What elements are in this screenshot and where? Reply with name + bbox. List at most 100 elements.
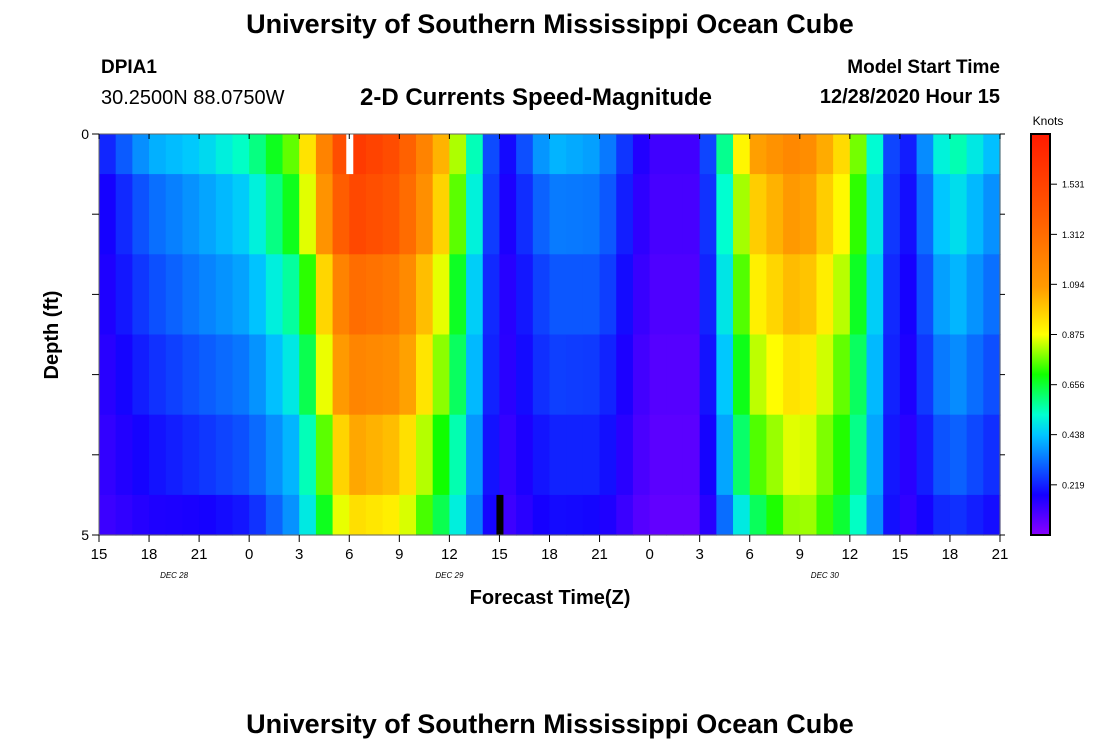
heatmap-cell xyxy=(265,334,284,416)
heatmap-cell xyxy=(149,254,167,336)
heatmap-cell xyxy=(349,494,367,536)
heatmap-cell xyxy=(149,414,167,496)
x-tick-label: 3 xyxy=(695,546,703,563)
heatmap-cell xyxy=(416,174,434,255)
heatmap-cell xyxy=(149,174,167,255)
heatmap-cell xyxy=(916,494,934,536)
colorbar-tick-label: 0.875 xyxy=(1062,330,1085,340)
colorbar: Knots 0.219 0.438 0.656 0.875 1.094 1.312 1.53… xyxy=(1030,114,1085,536)
heatmap-cell xyxy=(165,254,184,336)
heatmap-cell xyxy=(949,254,968,336)
heatmap-cell xyxy=(582,134,601,175)
heatmap-cell xyxy=(866,334,884,416)
heatmap-cell xyxy=(199,494,217,536)
heatmap-cell xyxy=(315,494,334,536)
heatmap-cell xyxy=(549,134,567,175)
x-tick-label: 6 xyxy=(746,546,754,563)
heatmap-cell xyxy=(399,134,417,175)
heatmap-cell xyxy=(582,174,601,255)
heatmap-cell xyxy=(299,414,317,496)
x-tick-label: 6 xyxy=(345,546,353,563)
heatmap-cell xyxy=(232,414,250,496)
heatmap-cell xyxy=(132,494,150,536)
heatmap-cell xyxy=(332,334,350,416)
heatmap-cell xyxy=(699,174,717,255)
heatmap-cell xyxy=(716,174,734,255)
heatmap-cell xyxy=(766,494,784,536)
heatmap-cell xyxy=(482,494,501,536)
heatmap-cell xyxy=(199,254,217,336)
heatmap-cell xyxy=(315,414,334,496)
heatmap-cell xyxy=(282,494,300,536)
heatmap-cell xyxy=(282,334,300,416)
heatmap-cell xyxy=(449,414,467,496)
heatmap-cell xyxy=(799,494,818,536)
heatmap-cell xyxy=(132,134,150,175)
heatmap-cell xyxy=(549,174,567,255)
x-tick-label: 18 xyxy=(541,546,558,563)
heatmap-cell xyxy=(332,134,350,175)
heatmap-cell xyxy=(215,134,234,175)
heatmap-cell xyxy=(432,254,450,336)
heatmap-cell xyxy=(549,334,567,416)
heatmap-cell xyxy=(315,134,334,175)
heatmap-cell xyxy=(849,414,868,496)
heatmap-cell xyxy=(332,494,350,536)
heatmap-cell xyxy=(115,414,133,496)
heatmap-cell xyxy=(132,174,150,255)
heatmap-cell xyxy=(516,134,534,175)
heatmap-cell xyxy=(516,334,534,416)
heatmap-cell xyxy=(232,494,250,536)
heatmap-cell xyxy=(432,174,450,255)
heatmap-cell xyxy=(416,494,434,536)
heatmap-cell xyxy=(499,134,517,175)
heatmap-cell xyxy=(99,134,117,175)
heatmap-cell xyxy=(349,414,367,496)
heatmap-cell xyxy=(599,334,617,416)
heatmap-cell xyxy=(733,334,751,416)
heatmap-cell xyxy=(899,174,918,255)
heatmap-cell xyxy=(566,174,584,255)
colorbar-gradient xyxy=(1030,133,1051,536)
heatmap-cell xyxy=(966,134,984,175)
heatmap-cell xyxy=(716,134,734,175)
heatmap-cell xyxy=(582,254,601,336)
heatmap-cell xyxy=(733,494,751,536)
heatmap-cell xyxy=(699,334,717,416)
heatmap-cell xyxy=(349,254,367,336)
heatmap-cell xyxy=(749,414,768,496)
bottom-marker xyxy=(496,494,504,535)
heatmap-cell xyxy=(983,254,1001,336)
heatmap-cell xyxy=(733,414,751,496)
heatmap-cell xyxy=(165,334,184,416)
heatmap-cell xyxy=(99,334,117,416)
heatmap-cell xyxy=(682,134,701,175)
heatmap-cell xyxy=(149,334,167,416)
heatmap-cell xyxy=(382,254,400,336)
heatmap-cell xyxy=(399,254,417,336)
heatmap-cell xyxy=(299,334,317,416)
heatmap-cell xyxy=(783,414,801,496)
heatmap-cell xyxy=(866,254,884,336)
heatmap-cell xyxy=(616,494,634,536)
heatmap-cell xyxy=(315,254,334,336)
heatmap-cell xyxy=(449,134,467,175)
heatmap-cell xyxy=(632,414,651,496)
heatmap-cell xyxy=(899,254,918,336)
y-axis-label: Depth (ft) xyxy=(41,291,63,380)
heatmap-cell xyxy=(616,254,634,336)
heatmap-cell xyxy=(432,414,450,496)
heatmap-cell xyxy=(516,174,534,255)
heatmap-cell xyxy=(632,134,651,175)
heatmap-cell xyxy=(416,334,434,416)
heatmap-cell xyxy=(165,134,184,175)
heatmap-cell xyxy=(966,494,984,536)
heatmap-cell xyxy=(866,494,884,536)
heatmap-cell xyxy=(899,334,918,416)
heatmap-cell xyxy=(282,254,300,336)
heatmap-cell xyxy=(766,174,784,255)
heatmap-cell xyxy=(816,334,834,416)
heatmap-cell xyxy=(616,174,634,255)
heatmap-cell xyxy=(115,134,133,175)
